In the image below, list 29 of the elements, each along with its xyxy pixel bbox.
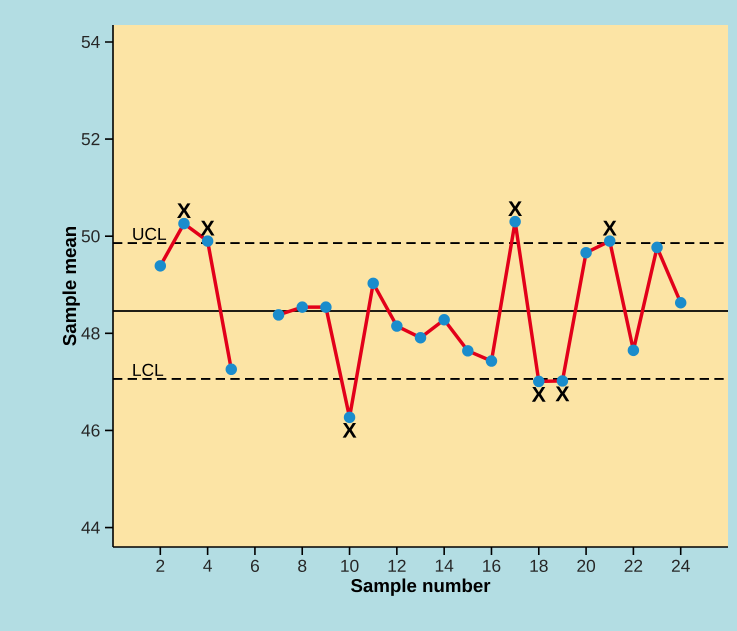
- annotation: X: [200, 220, 215, 236]
- y-tick-label: 46: [81, 424, 100, 437]
- x-tick-label: 18: [530, 560, 548, 572]
- annotation: X: [342, 422, 356, 438]
- y-tick-label: 54: [82, 36, 100, 48]
- x-tick-label: 10: [341, 560, 359, 572]
- annotation: X: [177, 203, 191, 218]
- x-tick-label: 4: [203, 560, 212, 572]
- ref-line-label: LCL: [133, 364, 164, 376]
- x-tick-label: 6: [250, 560, 259, 572]
- x-tick-label: 16: [483, 560, 500, 572]
- x-tick-label: 2: [156, 560, 164, 572]
- y-tick-label: 52: [82, 132, 100, 146]
- annotation: X: [532, 387, 546, 402]
- y-tick-label: 50: [82, 230, 100, 242]
- y-tick-label: 44: [81, 522, 100, 534]
- annotation: X: [556, 386, 570, 402]
- ref-line-label: UCL: [133, 228, 166, 240]
- y-axis-title: Sample mean: [62, 227, 80, 346]
- x-tick-label: 20: [577, 560, 596, 572]
- x-tick-label: 12: [388, 560, 406, 572]
- x-tick-label: 24: [672, 560, 690, 572]
- x-axis-title: Sample number: [351, 578, 490, 596]
- annotation: X: [602, 220, 617, 236]
- annotation: X: [508, 201, 522, 216]
- x-tick-label: 22: [624, 560, 642, 572]
- y-tick-label: 48: [81, 327, 100, 340]
- x-tick-label: 8: [298, 560, 306, 572]
- x-tick-label: 14: [436, 560, 454, 572]
